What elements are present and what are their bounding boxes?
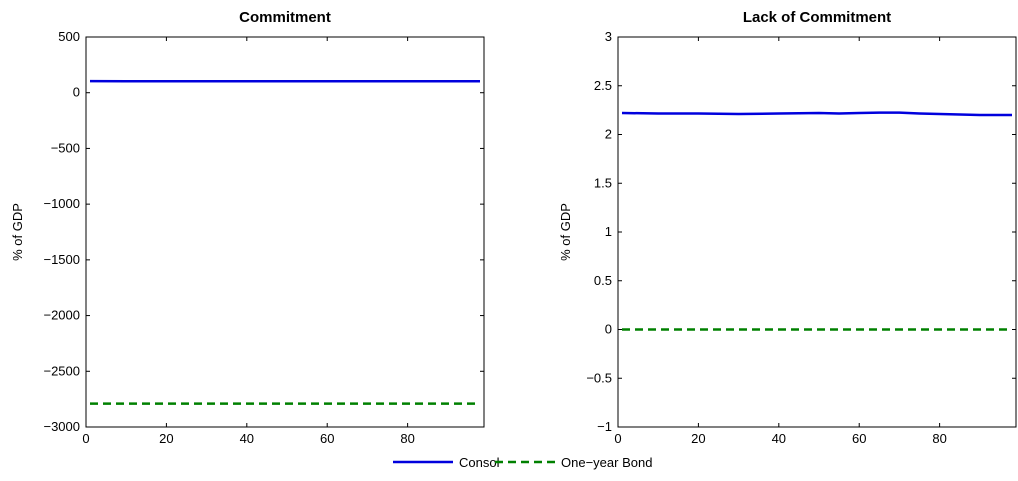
x-tick-label: 80: [400, 431, 414, 446]
x-tick-label: 60: [852, 431, 866, 446]
y-tick-label: 500: [58, 29, 80, 44]
x-tick-label: 0: [82, 431, 89, 446]
y-tick-label: 0: [605, 322, 612, 337]
x-tick-label: 60: [320, 431, 334, 446]
y-tick-label: −0.5: [586, 370, 612, 385]
y-axis-label: % of GDP: [10, 203, 25, 261]
y-tick-label: −1500: [43, 252, 80, 267]
x-tick-label: 80: [932, 431, 946, 446]
x-tick-label: 0: [614, 431, 621, 446]
legend-label: One−year Bond: [561, 455, 652, 470]
commitment-chart: Commitment % of GDP 0 20 40 60 80 −3000 −2500 −20…: [10, 9, 485, 446]
series-line-consol: [621, 111, 1012, 117]
y-tick-label: 3: [605, 29, 612, 44]
y-tick-label: −2500: [43, 363, 80, 378]
y-tick-label: −1000: [43, 196, 80, 211]
legend-label: Consol: [459, 455, 500, 470]
y-tick-label: 2.5: [594, 78, 612, 93]
y-tick-label: −500: [51, 140, 80, 155]
y-tick-label: −1: [597, 419, 612, 434]
y-tick-label: −3000: [43, 419, 80, 434]
x-tick-label: 20: [159, 431, 173, 446]
legend: Consol One−year Bond: [393, 455, 652, 470]
x-tick-label: 40: [772, 431, 786, 446]
plot-area: [85, 36, 485, 428]
x-tick-label: 40: [240, 431, 254, 446]
plot-area: [617, 36, 1017, 428]
y-tick-label: −2000: [43, 308, 80, 323]
y-tick-label: 0.5: [594, 273, 612, 288]
y-tick-label: 1: [605, 224, 612, 239]
y-tick-label: 2: [605, 127, 612, 142]
chart-title: Lack of Commitment: [743, 9, 891, 26]
y-tick-label: 0: [73, 85, 80, 100]
y-axis-label: % of GDP: [558, 203, 573, 261]
chart-title: Commitment: [239, 9, 331, 26]
x-tick-label: 20: [691, 431, 705, 446]
y-tick-label: 1.5: [594, 175, 612, 190]
